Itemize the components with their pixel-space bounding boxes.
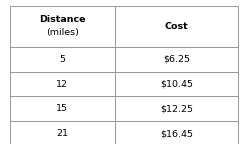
Text: Cost: Cost [165,22,188,31]
Bar [115,96,238,121]
Text: $16.45: $16.45 [160,129,193,138]
Bar [115,72,238,96]
Text: $12.25: $12.25 [160,104,193,113]
Text: 12: 12 [56,79,68,89]
Bar [10,47,115,72]
Text: $6.25: $6.25 [163,55,190,64]
Bar [115,121,238,144]
Bar [10,72,115,96]
Bar [10,96,115,121]
Text: (miles): (miles) [46,28,79,37]
Bar [10,121,115,144]
Bar [115,47,238,72]
Bar [115,6,238,47]
Bar [10,6,115,47]
Text: $10.45: $10.45 [160,79,193,89]
Text: 21: 21 [56,129,68,138]
Text: 5: 5 [60,55,65,64]
Text: Distance: Distance [39,15,86,24]
Text: 15: 15 [56,104,68,113]
